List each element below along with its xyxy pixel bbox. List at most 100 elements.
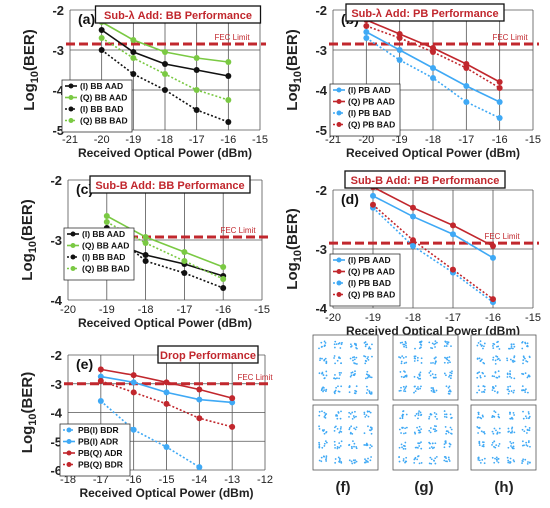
data-point (410, 237, 416, 244)
constellation-sample (508, 347, 510, 350)
constellation-sample (340, 440, 343, 443)
data-point (163, 389, 170, 396)
constellation-sample (430, 446, 433, 448)
constellation-sample (498, 375, 501, 378)
constellation-sample (417, 417, 419, 420)
legend-box (59, 423, 131, 477)
constellation-sample (318, 427, 321, 430)
constellation-sample (333, 440, 336, 443)
constellation-sample (524, 391, 527, 394)
constellation-panels (312, 334, 537, 471)
constellation-sample (433, 376, 435, 379)
data-point (103, 213, 110, 219)
constellation-sample (402, 447, 405, 450)
data-point (463, 83, 470, 89)
constellation-sample (325, 455, 328, 458)
constellation-sample (445, 413, 448, 416)
constellation-sample (434, 360, 437, 363)
constellation-sample (404, 371, 406, 373)
constellation-sample (323, 445, 326, 447)
constellation-sample (324, 414, 327, 417)
data-point (193, 67, 200, 73)
constellation-sample (402, 385, 405, 388)
fec-limit-label: FEC Limit (220, 226, 256, 235)
series-line-0 (372, 195, 494, 259)
constellation-sample (333, 429, 336, 432)
constellation-sample (529, 445, 531, 448)
constellation-sample (355, 385, 358, 388)
y-axis-label-part: Log (284, 83, 301, 111)
constellation-sample (368, 410, 371, 413)
constellation-sample (434, 430, 436, 433)
title-box (89, 175, 251, 194)
constellation-sample (338, 431, 341, 434)
constellation-sample (405, 346, 408, 349)
constellation-sample (498, 416, 501, 419)
constellation-sample (434, 428, 436, 431)
constellation-sample (524, 357, 526, 360)
constellation-sample (366, 343, 369, 346)
constellation-sample (493, 390, 496, 393)
constellation-sample (319, 359, 321, 362)
constellation-sample (509, 385, 512, 388)
constellation-sample (521, 372, 523, 375)
constellation-sample (355, 344, 357, 347)
constellation-sample (348, 385, 351, 387)
constellation-sample (340, 371, 342, 374)
constellation-sample (498, 348, 501, 350)
constellation-sample (493, 415, 496, 418)
x-tick-label: -17 (458, 134, 474, 146)
constellation-sample (325, 457, 328, 459)
constellation-sample (507, 388, 510, 391)
legend-label: (I) BB AAD (80, 81, 123, 91)
constellation-frame (470, 404, 537, 471)
constellation-sample (483, 362, 486, 365)
constellation-sample (510, 343, 513, 346)
constellation-sample (402, 426, 404, 429)
constellation-sample (449, 377, 452, 380)
panel-label-f: (f) (336, 479, 351, 496)
data-point (181, 270, 188, 276)
data-point (98, 27, 105, 33)
constellation-sample (506, 372, 509, 375)
constellation-sample (494, 371, 497, 373)
constellation-sample (434, 442, 437, 445)
constellation-sample (415, 387, 418, 390)
constellation-sample (492, 345, 494, 347)
constellation-sample (513, 414, 516, 416)
data-point (450, 231, 456, 238)
constellation-sample (417, 442, 420, 445)
data-point (370, 201, 376, 208)
constellation-sample (429, 456, 432, 459)
panel-label-g: (g) (414, 479, 433, 496)
constellation-sample (430, 462, 433, 465)
constellation-sample (433, 459, 435, 462)
constellation-sample (338, 460, 341, 463)
constellation-sample (449, 426, 452, 429)
constellation-sample (334, 374, 336, 376)
x-tick-label: -16 (220, 134, 236, 146)
constellation-sample (348, 459, 351, 462)
constellation-sample (478, 389, 481, 392)
constellation-sample (355, 415, 357, 418)
constellation-sample (321, 345, 323, 348)
constellation-sample (404, 432, 407, 434)
constellation-sample (318, 443, 321, 446)
constellation-sample (509, 413, 511, 415)
data-point (162, 49, 168, 55)
constellation-sample (445, 460, 447, 463)
constellation-sample (526, 462, 529, 465)
constellation-sample (419, 371, 422, 374)
constellation-sample (482, 443, 485, 446)
data-point (130, 37, 137, 43)
y-axis-label-part: (BER) (19, 199, 36, 241)
constellation-sample (494, 446, 497, 449)
constellation-sample (325, 441, 328, 444)
data-point (229, 423, 236, 430)
series-line-3 (106, 221, 224, 280)
constellation-sample (323, 386, 325, 389)
constellation-sample (349, 413, 352, 415)
constellation-sample (444, 442, 447, 444)
constellation-sample (370, 392, 373, 395)
constellation-sample (417, 386, 419, 388)
